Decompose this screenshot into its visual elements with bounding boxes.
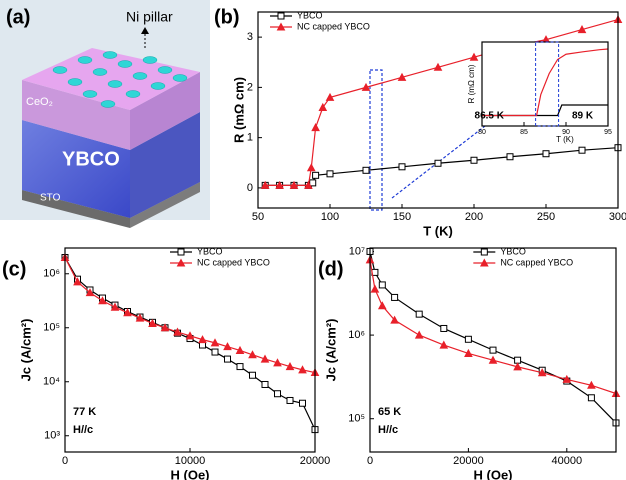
legend-marker (481, 249, 487, 255)
marker (507, 154, 513, 160)
marker (237, 364, 243, 370)
x-tick-label: 100 (321, 211, 339, 223)
marker (579, 147, 585, 153)
marker (416, 311, 422, 317)
x-tick-label: 0 (62, 455, 68, 467)
legend-label: NC capped YBCO (297, 21, 370, 31)
marker (371, 286, 378, 293)
marker (441, 325, 447, 331)
substrate-label: STO (40, 193, 61, 204)
schematic: (a) Ni pillar CeO₂ YBCO STO (0, 0, 210, 228)
marker (262, 381, 268, 387)
marker (435, 160, 441, 166)
x-tick-label: 10000 (175, 455, 206, 467)
series-line (65, 258, 315, 373)
x-axis-title: H (Oe) (171, 467, 210, 480)
marker (225, 356, 231, 362)
x-tick-label: 250 (537, 211, 555, 223)
annotation: 65 K (378, 406, 401, 418)
marker (300, 400, 306, 406)
x-tick-label: 50 (252, 211, 264, 223)
y-axis-title: Jc (A/cm²) (323, 319, 338, 382)
annotation: 89 K (572, 111, 594, 122)
x-tick-label: 300 (609, 211, 626, 223)
y-tick-label: 10⁷ (349, 245, 365, 257)
legend-label: NC capped YBCO (500, 257, 573, 267)
series-line (65, 258, 315, 430)
marker (327, 171, 333, 177)
marker (392, 294, 398, 300)
legend-label: YBCO (197, 246, 223, 256)
marker (471, 157, 477, 163)
marker (363, 167, 369, 173)
marker (588, 395, 594, 401)
marker (379, 282, 385, 288)
marker (212, 349, 218, 355)
legend-label: YBCO (297, 10, 323, 20)
marker (308, 164, 315, 171)
panel-label: (a) (6, 6, 30, 28)
y-tick-label: 10⁴ (43, 376, 60, 388)
marker (465, 336, 471, 342)
x-tick-label: 0 (367, 455, 373, 467)
y-tick-label: 10⁵ (43, 322, 60, 334)
marker (440, 342, 447, 349)
figure: (a) Ni pillar CeO₂ YBCO STO 501001502002… (0, 0, 626, 480)
series-line (265, 148, 618, 186)
y-tick-label: 3 (247, 31, 253, 43)
annotation: 86.5 K (475, 111, 505, 122)
marker (490, 347, 496, 353)
y-tick-label: 10³ (44, 430, 60, 442)
y-axis-title: Jc (A/cm²) (18, 319, 33, 382)
annotation: H//c (378, 424, 398, 436)
annotation: H//c (73, 424, 93, 436)
film-label: YBCO (62, 148, 120, 170)
marker (379, 302, 386, 309)
marker (275, 391, 281, 397)
x-tick-label: 80 (478, 129, 486, 136)
marker (416, 332, 423, 339)
panel-label: (b) (214, 6, 240, 28)
legend-label: YBCO (500, 246, 526, 256)
y-tick-label: 10⁶ (348, 329, 365, 341)
marker (250, 372, 256, 378)
annotation: 77 K (73, 406, 96, 418)
x-tick-label: 95 (604, 129, 612, 136)
x-tick-label: 20000 (453, 455, 484, 467)
marker (313, 172, 319, 178)
legend-label: NC capped YBCO (197, 257, 270, 267)
marker (543, 151, 549, 157)
panel-label: (c) (2, 258, 26, 280)
zoom-box (370, 70, 382, 210)
marker (399, 164, 405, 170)
marker (515, 357, 521, 363)
pillar-label: Ni pillar (126, 9, 173, 25)
x-tick-label: 200 (465, 211, 483, 223)
marker (287, 397, 293, 403)
series-line (370, 251, 616, 422)
y-tick-label: 2 (247, 81, 253, 93)
panel-label: (d) (318, 258, 344, 280)
y-axis-title: R (mΩ cm) (467, 64, 476, 103)
x-tick-label: 150 (393, 211, 411, 223)
x-tick-label: 40000 (552, 455, 583, 467)
y-tick-label: 10⁵ (348, 413, 365, 425)
x-axis-title: T (K) (423, 223, 453, 238)
marker (312, 124, 319, 130)
x-axis-title: H (Oe) (474, 467, 513, 480)
y-tick-label: 0 (247, 182, 253, 194)
y-tick-label: 1 (247, 132, 253, 144)
x-tick-label: 20000 (300, 455, 331, 467)
x-axis-title: T (K) (556, 135, 574, 144)
legend-marker (178, 249, 184, 255)
y-tick-label: 10⁶ (43, 268, 60, 280)
legend-marker (278, 13, 284, 19)
x-tick-label: 85 (520, 129, 528, 136)
series-line (370, 260, 616, 394)
plot-frame (65, 248, 315, 452)
cap-label: CeO₂ (26, 96, 53, 108)
y-axis-title: R (mΩ cm) (231, 77, 246, 143)
